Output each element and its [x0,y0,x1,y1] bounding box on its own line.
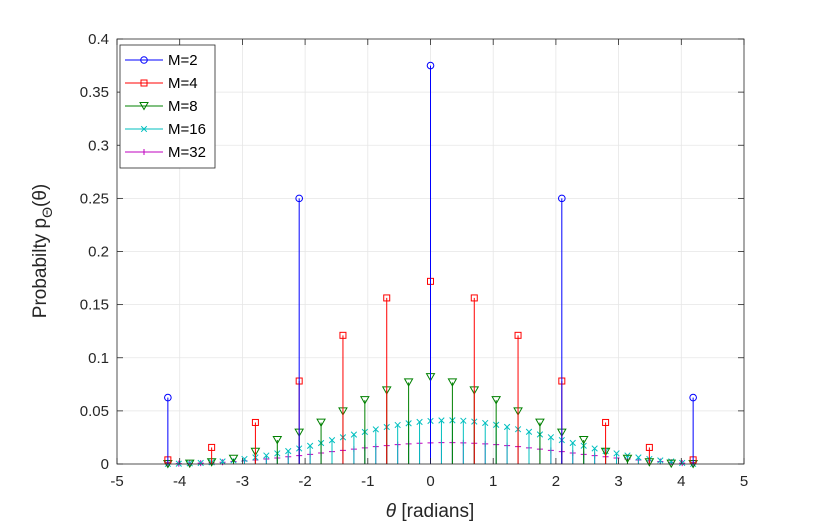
stem-marker [306,442,314,449]
stem-marker [491,396,502,405]
y-tick-label: 0.2 [88,244,109,261]
stem-marker [514,331,522,339]
stem-marker [645,443,653,451]
legend: M=2 M=4 M=8 M=16 M=32 [119,44,216,169]
stem-marker [657,457,664,464]
legend-label: M=2 [168,52,198,69]
stem-marker [372,426,379,433]
legend-marker [140,125,148,133]
legend-marker [141,149,147,155]
x-tick-label: -2 [298,473,311,490]
stem-marker [251,418,259,426]
stem-marker [635,454,642,461]
x-tick-label: 3 [614,473,622,490]
stem-marker [578,435,589,445]
stem-marker [547,434,555,441]
y-axis-label: Probabilty pΘ(θ) [30,184,55,318]
stem-marker [525,428,533,435]
y-tick-label: 0.35 [80,84,109,101]
series-m-2 [164,61,697,464]
stem-marker [263,452,270,459]
y-axis-label-prefix: Probabilty p [30,218,51,318]
x-tick-label: 2 [552,473,560,490]
stem-marker [219,458,226,465]
legend-item: M=32 [125,144,206,161]
x-tick-label: -3 [236,473,249,490]
stem-marker [164,393,172,402]
x-tick-label: -4 [173,473,186,490]
legend-label: M=4 [168,75,198,92]
stem-marker [470,294,478,302]
x-axis-label: θ [radians] [386,501,474,522]
y-axis-label-subscript: Θ [39,207,55,218]
stem-marker [228,454,239,464]
legend-label: M=8 [168,98,198,115]
x-tick-label: 0 [426,473,434,490]
y-tick-label: 0.4 [88,31,109,48]
stem-marker [339,331,347,339]
stem-marker [350,431,358,438]
stem-marker [622,454,633,464]
y-tick-label: 0.3 [88,137,109,154]
stem-marker [558,194,566,203]
stem-marker [328,437,336,444]
legend-label: M=32 [168,144,206,161]
stem-marker [602,418,610,426]
legend-item: M=16 [125,121,206,138]
stem-marker [460,417,467,424]
stem-marker [197,459,204,467]
stem-marker [403,378,414,387]
legend-label: M=16 [168,121,206,138]
y-tick-label: 0.05 [80,403,109,420]
stem-marker [184,459,195,469]
legend-marker [140,79,148,87]
y-tick-label: 0.15 [80,297,109,314]
stem-marker [666,459,677,469]
x-tick-label: 1 [489,473,497,490]
stem-marker [426,61,435,70]
stem-marker [272,435,283,445]
stem-marker [689,393,697,402]
stem-marker [295,194,303,203]
stem-marker [383,294,391,302]
stem-marker [591,445,598,452]
stem-marker [447,378,458,387]
y-axis-label-suffix: (θ) [30,184,51,207]
x-tick-label: 5 [740,473,748,490]
stem-marker [186,460,193,467]
stem-marker [503,423,511,431]
stem-marker [208,443,216,451]
y-tick-label: 0.1 [88,350,109,367]
stem-marker [285,447,292,455]
stem-marker [359,396,370,405]
stem-series [163,61,698,469]
stem-marker [613,450,620,457]
stem-marker [482,419,489,427]
stem-marker [394,421,401,429]
legend-marker [139,102,149,111]
stem-marker [679,459,686,467]
x-tick-label: -1 [361,473,374,490]
stem-marker [416,418,423,426]
stem-marker [438,417,445,424]
x-axis-label-unit: [radians] [396,501,474,522]
legend-item: M=4 [125,75,198,92]
legend-item: M=2 [125,52,198,69]
stem-marker [316,418,326,428]
y-tick-label: 0.25 [80,190,109,207]
axis-ticks: -5 -4 -3 -2 -1 0 1 2 3 4 5 0 0.05 0.1 0.15 0.2 0.25 0.3 0.… [80,31,748,490]
x-tick-label: 4 [677,473,685,490]
stem-marker [569,439,576,447]
x-tick-label: -5 [110,473,123,490]
legend-marker [140,56,148,64]
y-tick-label: 0 [101,456,109,473]
x-axis-label-symbol: θ [386,501,397,522]
stem-marker [535,418,545,428]
legend-item: M=8 [125,98,198,115]
